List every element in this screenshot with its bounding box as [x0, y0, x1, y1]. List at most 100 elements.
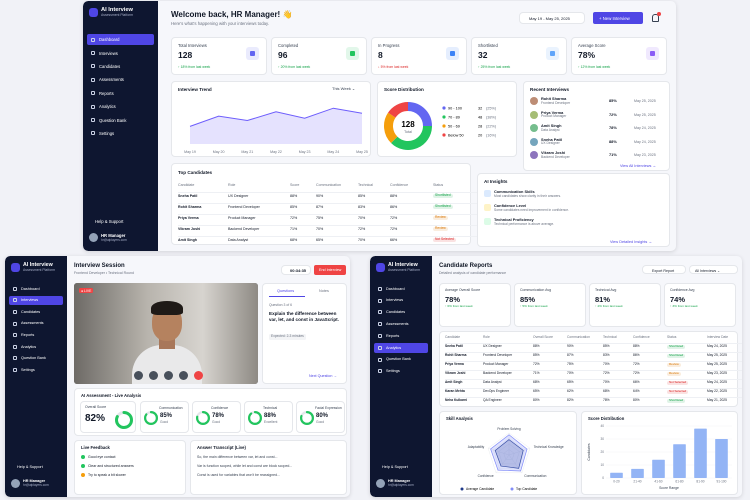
table-cell: 70% [603, 362, 610, 366]
legend-dot [460, 487, 464, 491]
stat-change: ↑ 12% from last week [578, 65, 611, 69]
nav-icon [91, 77, 95, 82]
stat-label: Communication Avg [520, 288, 552, 292]
view-all-link[interactable]: View All Interviews → [620, 164, 657, 168]
nav-item[interactable]: Question Bank [9, 354, 63, 364]
overall-score: Overall Score 82% [80, 401, 136, 433]
tab[interactable]: Notes [319, 289, 329, 293]
nav-item[interactable]: Candidates [9, 307, 63, 317]
x-tick-label: 61-80 [675, 480, 683, 484]
nav-item[interactable]: Reports [9, 330, 63, 340]
nav-item[interactable]: Analytics [9, 342, 63, 352]
insights-link[interactable]: View Detailed Insights → [610, 240, 653, 244]
nav-icon [91, 91, 95, 96]
stat-icon-glyph [250, 51, 255, 56]
avatar [530, 151, 538, 159]
filter-select[interactable]: All Interviews ⌄ [689, 265, 738, 274]
table-cell: 70% [358, 216, 366, 220]
call-control[interactable] [149, 371, 158, 380]
status-pill: Review [433, 226, 448, 232]
nav-icon [13, 344, 17, 349]
nav-item[interactable]: Question Bank [374, 355, 428, 365]
nav-item[interactable]: Settings [9, 365, 63, 375]
nav-item[interactable]: Assessments [374, 319, 428, 329]
table-cell: UX Designer [483, 344, 502, 348]
status-pill: Shortlisted [433, 193, 453, 199]
nav-item[interactable]: Assessments [87, 74, 154, 85]
nav-item[interactable]: Analytics [374, 343, 428, 353]
export-button[interactable]: Export Report [642, 265, 686, 274]
stat-card: Confidence Avg 74% ↑ 3% from last week [664, 283, 736, 327]
metric-value: 85% [160, 413, 173, 419]
insight-desc: Most candidates show clarity in their an… [494, 193, 562, 198]
radar-series [494, 439, 524, 469]
status-pill: Review [667, 371, 681, 377]
nav-label: Reports [99, 90, 114, 96]
check-icon [81, 455, 85, 459]
nav-item[interactable]: Candidates [87, 61, 154, 72]
table-cell: 75% [316, 216, 324, 220]
nav-icon [378, 310, 382, 315]
nav-item[interactable]: Question Bank [87, 114, 154, 125]
date-picker[interactable]: May 19 - May 25, 2025 [519, 12, 585, 24]
ring-value [115, 411, 133, 429]
nav-label: Question Bank [99, 117, 127, 123]
call-control[interactable] [134, 371, 143, 380]
call-control[interactable] [194, 371, 203, 380]
column-header: Confidence [633, 335, 650, 339]
next-question[interactable]: Next Question → [309, 374, 338, 378]
stat-label: Total Interviews [178, 43, 207, 48]
user-email: hr@aiplayers.com [23, 483, 49, 488]
new-interview-button[interactable]: + New Interview [593, 12, 643, 24]
nav-item[interactable]: Dashboard [374, 284, 428, 294]
stat-label: Completed [278, 43, 299, 48]
nav-icon [91, 131, 95, 136]
call-control[interactable] [164, 371, 173, 380]
nav-icon [13, 286, 17, 291]
nav-item[interactable]: Analytics [87, 101, 154, 112]
welcome-subtitle: Here's what's happening with your interv… [171, 21, 270, 26]
row-divider [445, 370, 742, 371]
end-button[interactable]: End Interview [314, 265, 346, 275]
chart [143, 410, 159, 426]
nav-item[interactable]: Dashboard [87, 34, 154, 46]
nav-item[interactable]: Dashboard [9, 284, 63, 294]
radar-axis-label: Technical Knowledge [534, 445, 564, 449]
stat-card: Total Interviews 128 ↑ 18% from last week [171, 37, 267, 75]
help-link[interactable]: Help & Support [17, 465, 43, 469]
row-divider [178, 225, 478, 226]
nav-item[interactable]: Interviews [87, 47, 154, 58]
table-cell: 72% [390, 216, 398, 220]
candidates-card: Top Candidates Candidate Role Score Communic… [171, 163, 478, 245]
candidate-score: 72% [609, 111, 617, 117]
table-cell: 72% [358, 227, 366, 231]
nav-item[interactable]: Candidates [374, 308, 428, 318]
help-link[interactable]: Help & Support [382, 465, 408, 469]
metric-note: Good [212, 420, 221, 424]
nav-item[interactable]: Settings [374, 367, 428, 377]
row-divider [178, 192, 478, 193]
table-cell: Backend Developer [483, 371, 512, 375]
nav-item[interactable]: Reports [87, 88, 154, 99]
tab[interactable]: Questions [277, 289, 295, 293]
table-cell: 85% [533, 353, 540, 357]
trend-line [189, 107, 363, 127]
nav-item[interactable]: Assessments [9, 319, 63, 329]
card-title: Score Distribution [384, 87, 424, 92]
help-link[interactable]: Help & Support [95, 219, 124, 224]
nav-item[interactable]: Interviews [9, 295, 63, 306]
stat-card: In Progress 8 ↓ 5% from last week [371, 37, 467, 75]
table-cell: 90% [567, 344, 574, 348]
call-control[interactable] [179, 371, 188, 380]
card-title: AI Insights [484, 179, 508, 184]
nav-item[interactable]: Reports [374, 331, 428, 341]
user-avatar [11, 479, 20, 488]
nav-label: Assessments [21, 321, 44, 326]
radar-web [498, 443, 520, 465]
nav-item[interactable]: Settings [87, 128, 154, 139]
stat-change: ↑ 3% from last week [670, 304, 698, 308]
x-tick-label: 21-40 [633, 480, 641, 484]
stat-card: Completed 96 ↑ 20% from last week [271, 37, 367, 75]
column-header: Interview Date [707, 335, 729, 339]
nav-item[interactable]: Interviews [374, 296, 428, 306]
